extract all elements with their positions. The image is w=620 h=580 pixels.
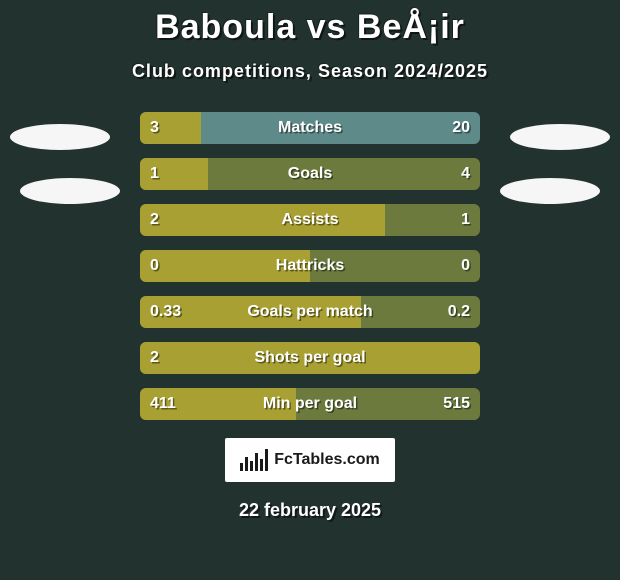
stat-value-right: 20 <box>452 119 470 137</box>
player-badge-left-bot <box>20 178 120 204</box>
stat-value-right: 0.2 <box>448 303 470 321</box>
stat-value-left: 0 <box>150 257 159 275</box>
player-badge-right-bot <box>500 178 600 204</box>
player-badge-right-top <box>510 124 610 150</box>
stat-label: Matches <box>278 119 342 137</box>
stat-value-left: 3 <box>150 119 159 137</box>
logo-bar-segment <box>265 449 268 471</box>
stat-label: Shots per goal <box>254 349 365 367</box>
stat-label: Assists <box>282 211 339 229</box>
stat-value-right: 4 <box>461 165 470 183</box>
logo-text: FcTables.com <box>274 451 380 469</box>
logo-bar-segment <box>255 453 258 471</box>
comparison-date: 22 february 2025 <box>0 500 620 521</box>
stat-bar: 411 Min per goal 515 <box>140 388 480 420</box>
stat-value-left: 2 <box>150 211 159 229</box>
stat-bar: 0 Hattricks 0 <box>140 250 480 282</box>
comparison-title: Baboula vs BeÅ¡ir <box>0 0 620 47</box>
stat-bar: 3 Matches 20 <box>140 112 480 144</box>
comparison-subtitle: Club competitions, Season 2024/2025 <box>0 61 620 82</box>
stat-value-left: 0.33 <box>150 303 181 321</box>
stat-label: Goals per match <box>247 303 372 321</box>
stat-value-right: 0 <box>461 257 470 275</box>
logo-bar-segment <box>260 459 263 471</box>
stat-value-left: 411 <box>150 395 176 413</box>
stat-label: Min per goal <box>263 395 357 413</box>
stat-label: Hattricks <box>276 257 344 275</box>
logo-bar-segment <box>245 457 248 471</box>
stat-value-right: 1 <box>461 211 470 229</box>
stat-value-left: 1 <box>150 165 159 183</box>
fctables-logo: FcTables.com <box>225 438 395 482</box>
stat-value-right: 515 <box>443 395 470 413</box>
stat-bar: 0.33 Goals per match 0.2 <box>140 296 480 328</box>
stat-bar: 2 Shots per goal <box>140 342 480 374</box>
logo-bar-segment <box>250 461 253 471</box>
stat-bar-left-segment <box>140 204 385 236</box>
logo-bar-segment <box>240 463 243 471</box>
stat-label: Goals <box>288 165 332 183</box>
stat-value-left: 2 <box>150 349 159 367</box>
stat-bars: 3 Matches 20 1 Goals 4 2 Assists 1 0 Hattricks 0 0.3… <box>140 112 480 420</box>
player-badge-left-top <box>10 124 110 150</box>
bar-chart-icon <box>240 449 268 471</box>
stat-bar: 2 Assists 1 <box>140 204 480 236</box>
stat-bar: 1 Goals 4 <box>140 158 480 190</box>
